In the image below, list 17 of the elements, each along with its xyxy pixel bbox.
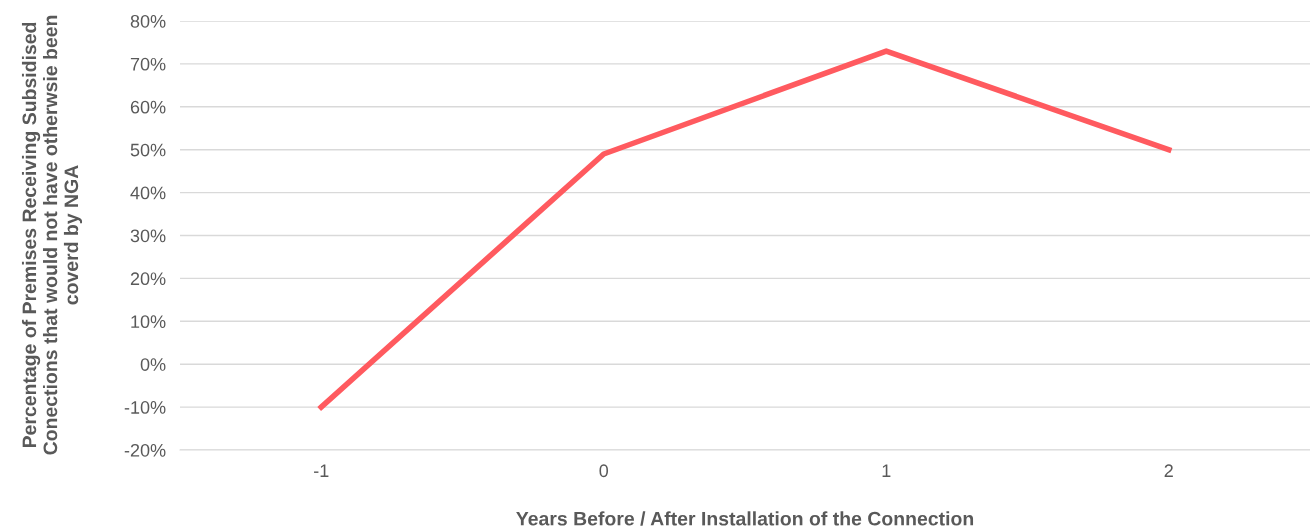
y-tick-label: 0%	[140, 358, 166, 371]
y-tick-label: 60%	[130, 100, 166, 114]
x-axis-title: Years Before / After Installation of the Connection	[516, 511, 974, 526]
y-axis-title: Percentage of Premises Receiving Subsidised Conections that would not have otherwsie been coverd by NGA	[21, 15, 83, 455]
x-tick-label: -1	[314, 464, 329, 477]
x-tick-label: 1	[882, 464, 891, 477]
y-tick-label: -10%	[124, 401, 166, 414]
y-tick-label: 10%	[131, 315, 166, 329]
y-tick-label: 80%	[130, 14, 166, 28]
y-tick-label: 70%	[130, 57, 166, 71]
y-tick-label: 30%	[130, 229, 166, 243]
y-tick-label: 40%	[130, 186, 166, 200]
x-tick-label: 0	[599, 464, 609, 478]
x-tick-label: 2	[1164, 464, 1173, 477]
y-tick-label: 50%	[130, 143, 166, 157]
y-tick-label: -20%	[124, 443, 166, 457]
y-tick-label: 20%	[130, 272, 166, 286]
